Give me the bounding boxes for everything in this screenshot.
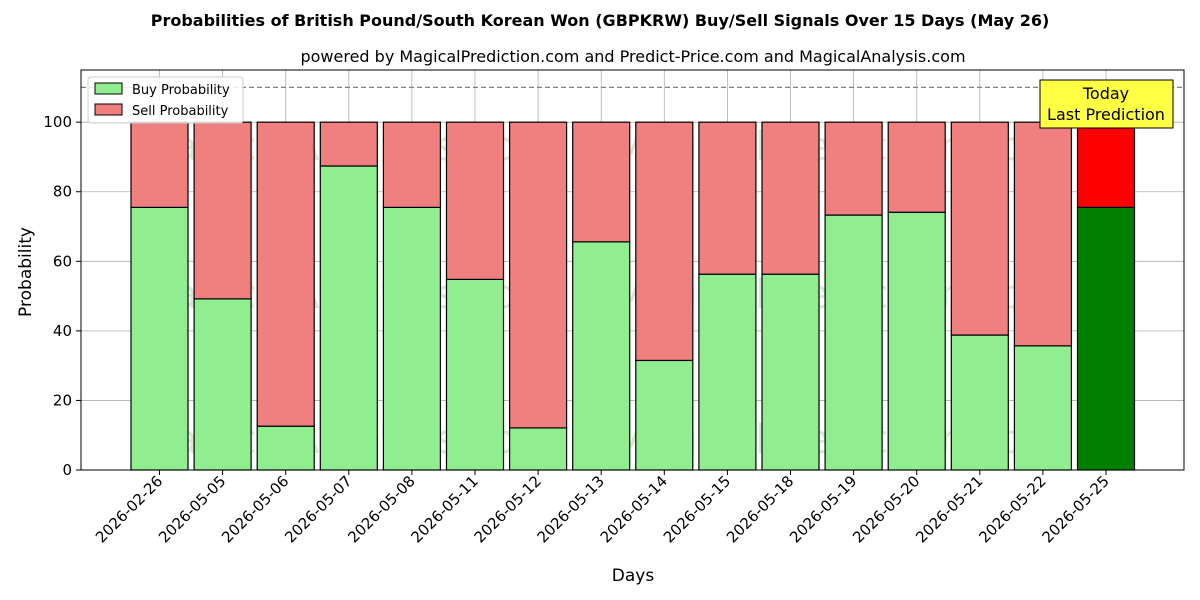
x-tick-label: 2026-05-05: [155, 472, 229, 546]
buy-bar: [509, 427, 568, 471]
sell-bar: [698, 121, 757, 275]
x-tick-label: 2026-05-25: [1038, 472, 1112, 546]
buy-bar: [1013, 345, 1073, 471]
sell-bar: [382, 121, 441, 208]
x-tick-label: 2026-02-26: [92, 472, 166, 546]
buy-bar: [761, 273, 820, 471]
y-tick-label: 100: [43, 113, 72, 131]
buy-bar: [1076, 206, 1136, 471]
x-tick-label: 2026-05-20: [849, 472, 923, 546]
buy-bar: [698, 273, 757, 471]
y-tick-label: 0: [62, 461, 72, 479]
y-tick-label: 20: [53, 391, 72, 409]
buy-bar: [572, 241, 631, 471]
buy-bar: [382, 206, 441, 471]
sell-bar: [509, 121, 568, 429]
legend-swatch-sell: [94, 103, 123, 116]
sell-bar: [1076, 121, 1136, 208]
x-tick-label: 2026-05-11: [407, 472, 481, 546]
x-tick-label: 2026-05-14: [597, 472, 671, 546]
chart-title: Probabilities of British Pound/South Kor…: [151, 11, 1050, 30]
legend-box: [87, 76, 244, 124]
sell-bar: [761, 121, 820, 275]
buy-bar: [256, 425, 315, 471]
sell-bar: [824, 121, 883, 216]
plot-frame: [80, 69, 1185, 471]
x-tick-label: 2026-05-18: [723, 472, 797, 546]
buy-bar: [635, 359, 694, 471]
x-tick-label: 2026-05-13: [534, 472, 608, 546]
sell-bar: [256, 121, 315, 427]
chart-subtitle: powered by MagicalPrediction.com and Pre…: [300, 47, 965, 66]
buy-bar: [950, 334, 1009, 471]
sell-bar: [887, 121, 946, 213]
legend-swatch-buy: [94, 82, 123, 95]
x-axis-label: Days: [612, 566, 655, 586]
sell-bar: [445, 121, 505, 280]
buy-bar: [319, 165, 378, 471]
today-annotation-box: [1039, 79, 1174, 129]
sell-bar: [130, 121, 189, 208]
x-tick-label: 2026-05-22: [975, 472, 1049, 546]
sell-bar: [319, 121, 378, 167]
buy-bar: [824, 214, 883, 471]
x-tick-label: 2026-05-21: [912, 472, 986, 546]
x-tick-label: 2026-05-06: [218, 472, 292, 546]
sell-bar: [1013, 121, 1073, 347]
buy-bar: [445, 278, 505, 471]
x-tick-label: 2026-05-08: [344, 472, 418, 546]
sell-bar: [635, 121, 694, 362]
today-annotation-line1: Today: [1082, 84, 1129, 103]
sell-bar: [572, 121, 631, 243]
x-tick-label: 2026-05-12: [471, 472, 545, 546]
y-tick-label: 80: [53, 183, 72, 201]
buy-bar: [130, 206, 189, 471]
legend-label-sell: Sell Probability: [132, 104, 229, 119]
x-tick-label: 2026-05-19: [786, 472, 860, 546]
y-tick-label: 40: [53, 322, 72, 340]
x-tick-label: 2026-05-15: [660, 472, 734, 546]
buy-bar: [887, 211, 946, 471]
y-axis-label: Probability: [16, 227, 36, 317]
sell-bar: [193, 121, 252, 300]
x-tick-label: 2026-05-07: [281, 472, 355, 546]
buy-bar: [193, 298, 252, 471]
plot-area: MagicalAnalysis.comMagicalPrediction.com…: [43, 69, 1185, 546]
sell-bar: [950, 121, 1009, 336]
legend-label-buy: Buy Probability: [132, 83, 230, 98]
today-annotation-line2: Last Prediction: [1047, 105, 1165, 124]
y-tick-label: 60: [53, 252, 72, 270]
